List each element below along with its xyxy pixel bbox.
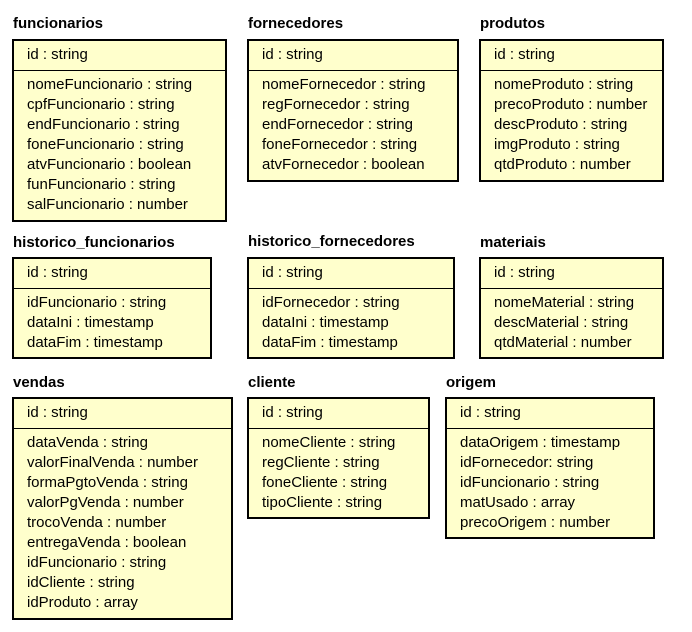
entity-id-field: id : string bbox=[481, 259, 662, 289]
entity-field: nomeMaterial : string bbox=[494, 294, 635, 311]
entity-field: trocoVenda : number bbox=[27, 514, 167, 531]
entity-field: descProduto : string bbox=[494, 116, 628, 133]
entity-cliente[interactable]: id : string nomeCliente : string regClie… bbox=[247, 397, 430, 519]
entity-id-field: id : string bbox=[481, 41, 662, 71]
entity-fields: nomeProduto : string precoProduto : numb… bbox=[481, 71, 662, 175]
entity-field: funFuncionario : string bbox=[27, 176, 176, 193]
entity-field: idFornecedor : string bbox=[262, 294, 400, 311]
entity-fornecedores[interactable]: id : string nomeFornecedor : string regF… bbox=[247, 39, 459, 182]
entity-fields: nomeMaterial : string descMaterial : str… bbox=[481, 289, 662, 353]
entity-fields: nomeFuncionario : string cpfFuncionario … bbox=[14, 71, 225, 215]
entity-id-field: id : string bbox=[249, 41, 457, 71]
entity-field: foneCliente : string bbox=[262, 474, 388, 491]
entity-funcionarios[interactable]: id : string nomeFuncionario : string cpf… bbox=[12, 39, 227, 222]
entity-field: entregaVenda : boolean bbox=[27, 534, 187, 551]
entity-field: dataIni : timestamp bbox=[262, 314, 389, 331]
entity-fields: idFuncionario : string dataIni : timesta… bbox=[14, 289, 210, 353]
entity-id-field: id : string bbox=[14, 259, 210, 289]
entity-field: idFuncionario : string bbox=[27, 554, 167, 571]
entity-title-vendas: vendas bbox=[13, 374, 65, 391]
entity-field: regFornecedor : string bbox=[262, 96, 410, 113]
entity-field: precoOrigem : number bbox=[460, 514, 611, 531]
entity-field: formaPgtoVenda : string bbox=[27, 474, 188, 491]
entity-field: tipoCliente : string bbox=[262, 494, 383, 511]
entity-origem[interactable]: id : string dataOrigem : timestamp idFor… bbox=[445, 397, 655, 539]
entity-title-produtos: produtos bbox=[480, 15, 545, 32]
entity-fields: nomeFornecedor : string regFornecedor : … bbox=[249, 71, 457, 175]
entity-field: descMaterial : string bbox=[494, 314, 629, 331]
entity-field: nomeProduto : string bbox=[494, 76, 634, 93]
entity-field: idProduto : array bbox=[27, 594, 138, 611]
entity-id-field: id : string bbox=[249, 399, 428, 429]
entity-title-materiais: materiais bbox=[480, 234, 546, 251]
entity-field: foneFuncionario : string bbox=[27, 136, 184, 153]
entity-field: dataFim : timestamp bbox=[27, 334, 163, 351]
entity-field: idFuncionario : string bbox=[27, 294, 167, 311]
entity-field: dataVenda : string bbox=[27, 434, 148, 451]
entity-title-historico-funcionarios: historico_funcionarios bbox=[13, 234, 175, 251]
entity-field: endFornecedor : string bbox=[262, 116, 413, 133]
entity-field: dataFim : timestamp bbox=[262, 334, 398, 351]
entity-vendas[interactable]: id : string dataVenda : string valorFina… bbox=[12, 397, 233, 620]
entity-produtos[interactable]: id : string nomeProduto : string precoPr… bbox=[479, 39, 664, 182]
entity-id-field: id : string bbox=[447, 399, 653, 429]
entity-id-field: id : string bbox=[249, 259, 453, 289]
entity-field: idCliente : string bbox=[27, 574, 135, 591]
entity-field: dataOrigem : timestamp bbox=[460, 434, 621, 451]
entity-field: valorPgVenda : number bbox=[27, 494, 184, 511]
entity-field: dataIni : timestamp bbox=[27, 314, 154, 331]
entity-field: cpfFuncionario : string bbox=[27, 96, 175, 113]
entity-fields: nomeCliente : string regCliente : string… bbox=[249, 429, 428, 513]
entity-field: imgProduto : string bbox=[494, 136, 620, 153]
entity-fields: dataOrigem : timestamp idFornecedor: str… bbox=[447, 429, 653, 533]
entity-field: nomeCliente : string bbox=[262, 434, 396, 451]
entity-id-field: id : string bbox=[14, 41, 225, 71]
entity-field: idFornecedor: string bbox=[460, 454, 594, 471]
entity-field: nomeFuncionario : string bbox=[27, 76, 193, 93]
entity-field: matUsado : array bbox=[460, 494, 576, 511]
entity-field: endFuncionario : string bbox=[27, 116, 180, 133]
entity-materiais[interactable]: id : string nomeMaterial : string descMa… bbox=[479, 257, 664, 359]
entity-field: salFuncionario : number bbox=[27, 196, 188, 213]
entity-field: regCliente : string bbox=[262, 454, 380, 471]
entity-fields: dataVenda : string valorFinalVenda : num… bbox=[14, 429, 231, 613]
entity-field: idFuncionario : string bbox=[460, 474, 600, 491]
entity-field: foneFornecedor : string bbox=[262, 136, 418, 153]
entity-field: valorFinalVenda : number bbox=[27, 454, 198, 471]
entity-title-fornecedores: fornecedores bbox=[248, 15, 344, 32]
entity-field: atvFuncionario : boolean bbox=[27, 156, 192, 173]
entity-id-field: id : string bbox=[14, 399, 231, 429]
entity-historico-fornecedores[interactable]: id : string idFornecedor : string dataIn… bbox=[247, 257, 455, 359]
entity-title-origem: origem bbox=[446, 374, 497, 391]
entity-title-funcionarios: funcionarios bbox=[13, 15, 104, 32]
entity-field: qtdMaterial : number bbox=[494, 334, 632, 351]
entity-title-historico-fornecedores: historico_fornecedores bbox=[248, 233, 415, 250]
entity-field: qtdProduto : number bbox=[494, 156, 631, 173]
entity-field: nomeFornecedor : string bbox=[262, 76, 426, 93]
entity-field: atvFornecedor : boolean bbox=[262, 156, 425, 173]
entity-fields: idFornecedor : string dataIni : timestam… bbox=[249, 289, 453, 353]
entity-field: precoProduto : number bbox=[494, 96, 648, 113]
entity-title-cliente: cliente bbox=[248, 374, 296, 391]
entity-historico-funcionarios[interactable]: id : string idFuncionario : string dataI… bbox=[12, 257, 212, 359]
